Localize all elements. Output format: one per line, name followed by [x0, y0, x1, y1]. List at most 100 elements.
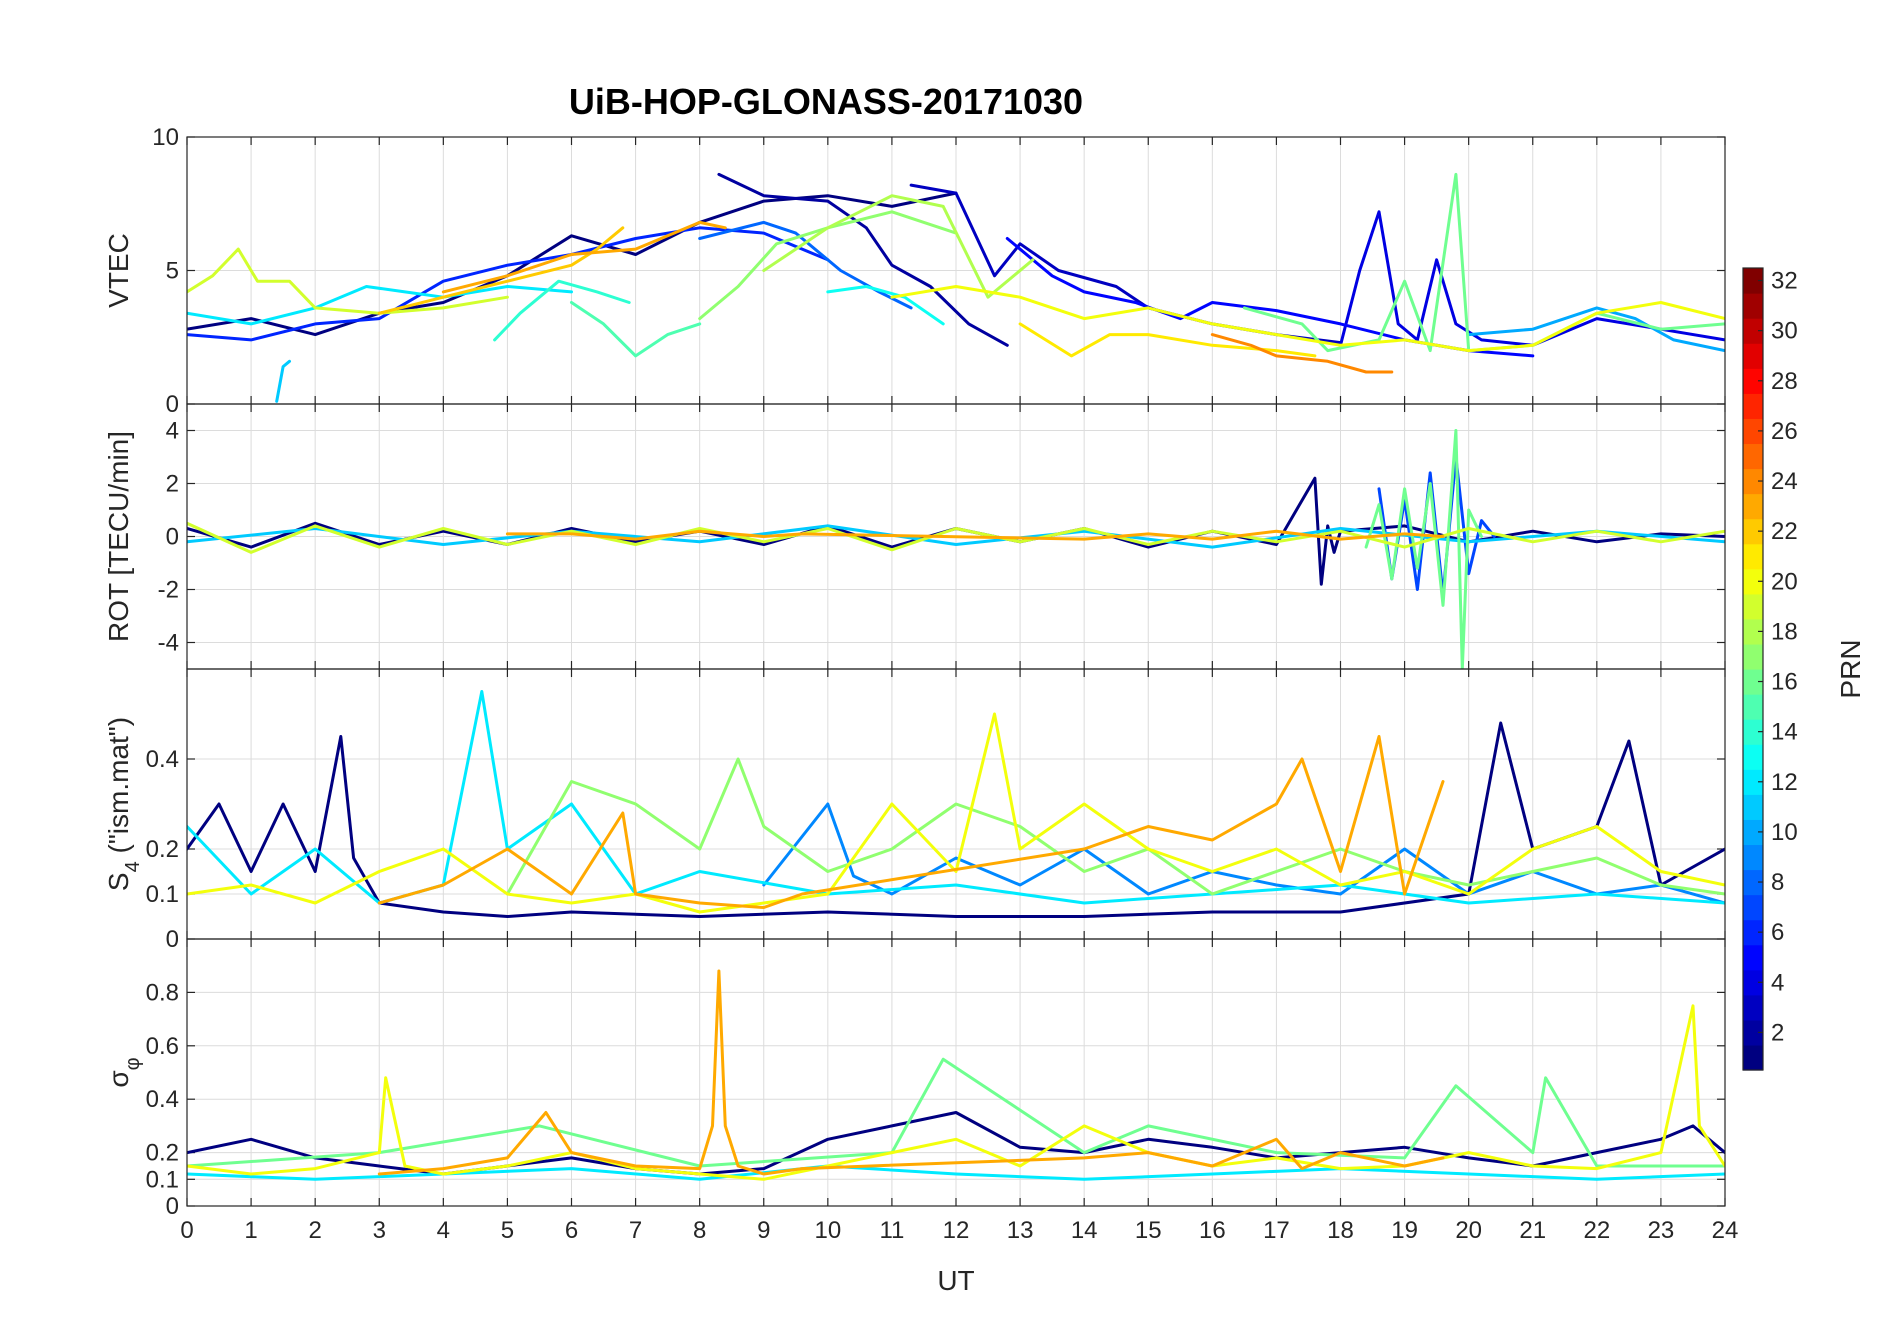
colorbar-segment [1743, 418, 1763, 445]
colorbar-segment [1743, 393, 1763, 419]
y-tick-label: 0 [166, 524, 179, 551]
colorbar-segment [1743, 368, 1763, 394]
x-tick-label: 17 [1263, 1217, 1290, 1244]
colorbar-tick-label: 2 [1771, 1019, 1784, 1046]
colorbar-segment [1743, 844, 1763, 871]
y-tick-label: 2 [166, 471, 179, 498]
y-axis-label-rot: ROT [TECU/min] [103, 431, 134, 642]
x-tick-label: 24 [1712, 1217, 1739, 1244]
colorbar-tick-label: 22 [1771, 518, 1798, 545]
colorbar-segment [1743, 669, 1763, 695]
y-tick-label: -4 [158, 630, 179, 657]
series-line-prn-16 [1364, 429, 1483, 669]
colorbar-tick-label: 32 [1771, 268, 1798, 295]
series-group [187, 690, 1725, 918]
colorbar-segment [1743, 618, 1763, 645]
x-tick-label: 5 [501, 1217, 514, 1244]
series-line-prn-12 [187, 285, 573, 326]
y-tick-label: 0.1 [146, 881, 179, 908]
x-tick-label: 12 [943, 1217, 970, 1244]
series-line-prn-23 [377, 735, 1445, 909]
y-tick-label: 0 [166, 926, 179, 953]
y-tick-label: 0.8 [146, 979, 179, 1006]
y-tick-label: 0.6 [146, 1033, 179, 1060]
x-tick-label: 18 [1327, 1217, 1354, 1244]
series-line-prn-2 [717, 172, 1009, 347]
x-tick-label: 2 [308, 1217, 321, 1244]
x-tick-label: 23 [1648, 1217, 1675, 1244]
colorbar-tick-label: 8 [1771, 869, 1784, 896]
colorbar-segment [1743, 694, 1763, 720]
x-tick-label: 3 [373, 1217, 386, 1244]
x-axis-label: UT [937, 1265, 974, 1296]
colorbar-tick-label: 6 [1771, 919, 1784, 946]
x-tick-label: 22 [1583, 1217, 1610, 1244]
colorbar-tick-label: 10 [1771, 819, 1798, 846]
y-tick-label: 5 [166, 258, 179, 285]
colorbar-segment [1743, 719, 1763, 745]
panel-frame [186, 938, 1726, 1207]
colorbar-segment [1743, 794, 1763, 820]
colorbar-tick-label: 30 [1771, 318, 1798, 345]
colorbar-segment [1743, 869, 1763, 896]
colorbar-segment [1743, 919, 1763, 946]
x-tick-label: 0 [180, 1217, 193, 1244]
colorbar-segment [1743, 568, 1763, 595]
series-line-prn-17 [505, 757, 1725, 896]
y-tick-label: -2 [158, 577, 179, 604]
x-tick-label: 9 [757, 1217, 770, 1244]
series-line-prn-23 [505, 529, 1445, 541]
series-line-prn-22 [377, 226, 625, 315]
x-tick-label: 21 [1519, 1217, 1546, 1244]
y-tick-label: 0.2 [146, 1140, 179, 1167]
colorbar-segment [1743, 769, 1763, 795]
series-line-prn-16 [1242, 172, 1725, 353]
colorbar-segment [1743, 268, 1763, 294]
x-axis: UT 0 1 2 3 4 5 6 7 8 9 10 11 12 13 14 15 16 17 18 19 20 21 22 2… [180, 1217, 1738, 1296]
series-line-prn-19 [187, 521, 1725, 554]
y-tick-label: 0.2 [146, 836, 179, 863]
colorbar-tick-label: 20 [1771, 568, 1798, 595]
panel-rot: -4 -2 0 2 4 ROT [TECU/min] [103, 403, 1726, 670]
colorbar-tick-label: 26 [1771, 418, 1798, 445]
colorbar-segment [1743, 318, 1763, 344]
series-line-prn-24 [1210, 333, 1394, 374]
x-tick-label: 20 [1455, 1217, 1482, 1244]
series-line-prn-13 [826, 285, 945, 326]
y-tick-label: 10 [152, 124, 179, 151]
x-tick-label: 19 [1391, 1217, 1418, 1244]
x-tick-label: 11 [879, 1217, 904, 1244]
colorbar-segment [1743, 819, 1763, 846]
colorbar-segment [1743, 744, 1763, 770]
colorbar-tick-label: 24 [1771, 468, 1798, 495]
x-tick-label: 15 [1135, 1217, 1162, 1244]
series-line-prn-23 [441, 220, 727, 294]
x-tick-label: 4 [437, 1217, 450, 1244]
y-tick-label: 0.4 [146, 746, 179, 773]
colorbar-tick-label: 14 [1771, 719, 1798, 746]
y-tick-label: 4 [166, 418, 179, 445]
x-tick-label: 13 [1007, 1217, 1034, 1244]
colorbar-tick-label: 12 [1771, 769, 1798, 796]
colorbar-segment [1743, 643, 1763, 670]
colorbar-segment [1743, 343, 1763, 369]
x-tick-label: 8 [693, 1217, 706, 1244]
series-line-prn-15 [570, 301, 702, 358]
series-line-prn-10 [1467, 306, 1725, 353]
y-tick-label: 0.1 [146, 1166, 179, 1193]
colorbar-segment [1743, 443, 1763, 470]
series-line-prn-18 [762, 194, 1035, 299]
colorbar-tick-label: 4 [1771, 969, 1784, 996]
colorbar-segment [1743, 894, 1763, 921]
x-tick-label: 7 [629, 1217, 642, 1244]
panel-sigma_phi: 00.10.2 0.4 0.6 0.8 σφ [103, 938, 1726, 1220]
y-tick-label: 0 [166, 1193, 179, 1220]
colorbar-frame [1742, 267, 1764, 1071]
series-line-prn-20 [187, 1004, 1725, 1181]
x-tick-label: 10 [814, 1217, 841, 1244]
y-tick-label: 0.4 [146, 1086, 179, 1113]
colorbar-segment [1743, 468, 1763, 495]
